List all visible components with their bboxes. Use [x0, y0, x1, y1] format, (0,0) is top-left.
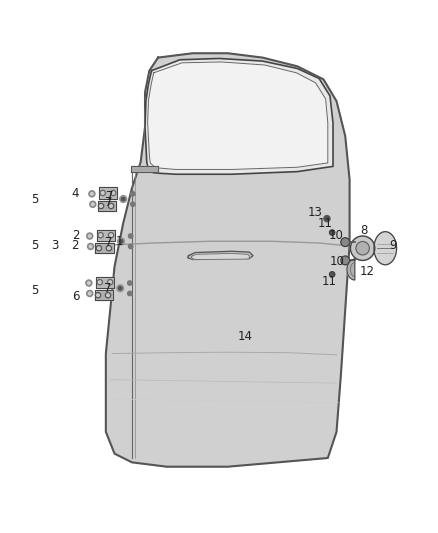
Circle shape [102, 192, 104, 194]
Text: 12: 12 [360, 265, 374, 278]
Circle shape [329, 230, 335, 235]
Circle shape [109, 204, 114, 208]
Circle shape [329, 272, 335, 277]
Circle shape [106, 246, 112, 251]
Polygon shape [347, 259, 355, 280]
Circle shape [97, 279, 102, 285]
Text: 1: 1 [116, 235, 124, 248]
Polygon shape [106, 53, 350, 467]
Circle shape [89, 245, 92, 248]
Polygon shape [191, 254, 251, 260]
Text: 5: 5 [31, 239, 38, 252]
Circle shape [128, 244, 133, 249]
Text: 5: 5 [31, 192, 38, 206]
Circle shape [117, 238, 124, 245]
Circle shape [110, 234, 113, 237]
Circle shape [119, 239, 123, 243]
Circle shape [350, 236, 375, 261]
Text: 8: 8 [360, 224, 367, 237]
Circle shape [100, 190, 106, 196]
Text: 3: 3 [52, 239, 59, 252]
Circle shape [127, 292, 132, 296]
Text: 13: 13 [307, 206, 322, 219]
Circle shape [96, 246, 102, 251]
Circle shape [324, 215, 330, 222]
Circle shape [106, 293, 111, 298]
Circle shape [341, 256, 350, 265]
Circle shape [99, 281, 101, 284]
Circle shape [356, 241, 369, 255]
Circle shape [108, 247, 110, 249]
Circle shape [88, 235, 91, 237]
Text: 14: 14 [237, 329, 253, 343]
Circle shape [109, 281, 112, 284]
Circle shape [127, 281, 132, 285]
Text: 9: 9 [389, 239, 397, 252]
Polygon shape [96, 277, 114, 288]
Polygon shape [97, 230, 115, 241]
Circle shape [108, 279, 113, 285]
Circle shape [112, 192, 115, 194]
Polygon shape [148, 62, 328, 169]
Ellipse shape [374, 232, 396, 265]
Circle shape [111, 190, 116, 196]
Text: 4: 4 [72, 187, 79, 200]
Circle shape [131, 202, 135, 206]
Text: 7: 7 [104, 282, 111, 295]
Circle shape [109, 232, 114, 238]
Circle shape [118, 287, 122, 290]
Circle shape [98, 232, 103, 238]
Circle shape [121, 197, 125, 201]
Text: 2: 2 [73, 229, 80, 241]
Circle shape [97, 294, 99, 296]
Circle shape [128, 234, 133, 238]
Circle shape [120, 196, 127, 203]
Text: 7: 7 [105, 196, 112, 208]
Circle shape [99, 204, 104, 208]
Circle shape [92, 203, 94, 206]
Circle shape [88, 282, 90, 284]
Polygon shape [99, 187, 117, 199]
Polygon shape [145, 59, 333, 174]
Polygon shape [187, 251, 253, 260]
Circle shape [87, 290, 93, 296]
Polygon shape [131, 166, 158, 172]
Circle shape [88, 292, 91, 295]
Circle shape [91, 192, 93, 195]
Circle shape [98, 247, 100, 249]
Circle shape [341, 238, 350, 246]
Circle shape [87, 233, 93, 239]
Circle shape [86, 280, 92, 286]
Polygon shape [95, 243, 114, 254]
Text: 10: 10 [330, 255, 345, 268]
Circle shape [88, 244, 94, 249]
Polygon shape [98, 201, 116, 211]
Text: 5: 5 [31, 284, 38, 297]
Circle shape [90, 201, 96, 207]
Circle shape [95, 293, 101, 298]
Circle shape [100, 205, 102, 207]
Text: 7: 7 [106, 190, 113, 204]
Text: 11: 11 [321, 275, 336, 288]
Circle shape [89, 191, 95, 197]
Polygon shape [95, 290, 113, 301]
Text: 2: 2 [71, 239, 78, 252]
Text: 7: 7 [105, 236, 112, 249]
Circle shape [131, 192, 135, 196]
Text: 6: 6 [73, 289, 80, 303]
Text: 10: 10 [329, 229, 344, 241]
Circle shape [107, 294, 110, 296]
Circle shape [99, 234, 102, 237]
Polygon shape [151, 65, 324, 165]
Circle shape [117, 285, 124, 292]
Circle shape [110, 205, 113, 207]
Text: 11: 11 [318, 217, 333, 230]
